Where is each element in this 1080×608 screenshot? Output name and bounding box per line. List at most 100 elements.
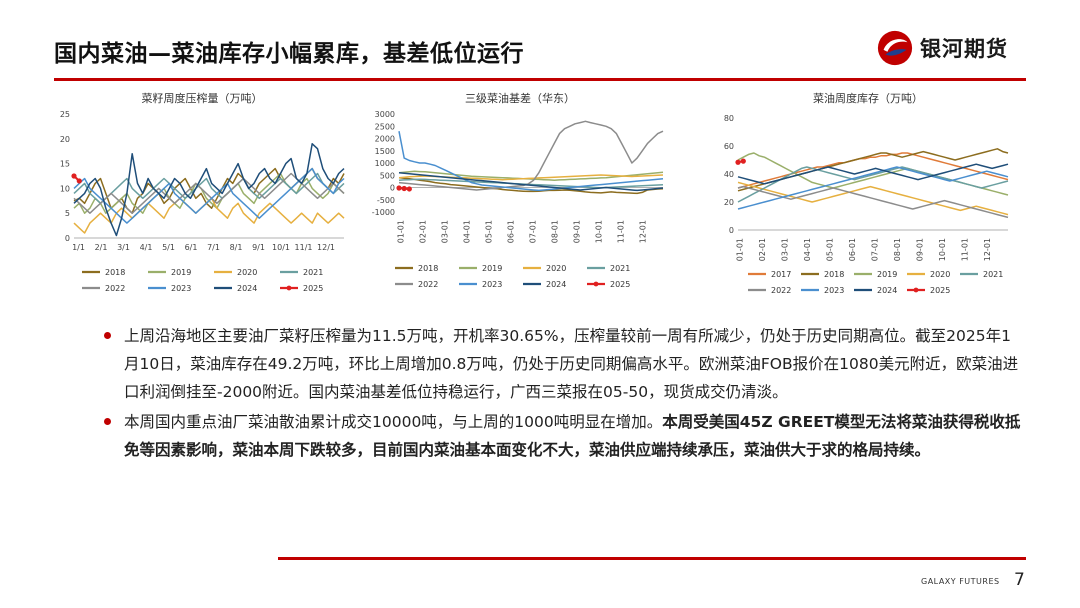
bullet-text: 上周沿海地区主要油厂菜籽压榨量为11.5万吨，开机率30.65%，压榨量较前一周… [124,327,1019,401]
legend-label-2023: 2023 [171,284,191,293]
legend-label-2021: 2021 [303,268,323,277]
series-line-2021 [73,172,345,205]
x-tick-label: 9/1 [252,243,265,252]
y-tick-label: 5 [65,209,70,218]
legend-label-2018: 2018 [105,268,125,277]
series-point-2025 [406,186,412,192]
legend-marker-2025 [286,285,292,291]
chart-title: 菜籽周度压榨量（万吨） [142,91,263,105]
y-tick-label: 2000 [375,135,395,144]
x-tick-label: 11-01 [961,238,970,261]
y-tick-label: 1000 [375,159,395,168]
x-tick-label: 08-01 [893,238,902,261]
x-tick-label: 01-01 [396,220,405,243]
x-tick-label: 04-01 [803,238,812,261]
legend-label-2019: 2019 [171,268,191,277]
legend-label-2021: 2021 [983,270,1003,279]
x-tick-label: 07-01 [528,220,537,243]
legend-label-2022: 2022 [418,280,438,289]
legend-label-2022: 2022 [771,286,791,295]
x-tick-label: 3/1 [117,243,130,252]
page-number: 7 [1014,570,1025,590]
series-line-2020 [737,181,1009,216]
series-point-2025 [396,185,402,191]
company-logo: 银河期货 [876,28,1026,68]
y-tick-label: 40 [724,170,734,179]
x-tick-label: 03-01 [781,238,790,261]
x-tick-label: 1/1 [72,243,85,252]
y-tick-label: 500 [380,171,395,180]
legend-label-2019: 2019 [482,264,502,273]
x-tick-label: 07-01 [871,238,880,261]
series-point-2025 [76,178,82,184]
galaxy-logo-icon [877,30,913,66]
x-tick-label: 12-01 [983,238,992,261]
x-tick-label: 09-01 [572,220,581,243]
logo-text: 银河期货 [920,37,1008,61]
chart-basis: 三级菜油基差（华东） -1000 -500 0 500 1000 1500 2000 2500 3… [365,88,675,303]
legend-label-2017: 2017 [771,270,791,279]
legend-label-2024: 2024 [546,280,566,289]
page-title: 国内菜油—菜油库存小幅累库，基差低位运行 [54,41,524,67]
bullet-dot-icon [104,332,111,339]
x-tick-label: 12-01 [638,220,647,243]
legend-label-2024: 2024 [237,284,257,293]
legend-label-2020: 2020 [546,264,566,273]
footer-brand: GALAXY FUTURES [921,577,1000,586]
series-line-2023 [737,166,1009,210]
legend-label-2019: 2019 [877,270,897,279]
legend-label-2022: 2022 [105,284,125,293]
series-line-2022 [398,120,664,191]
legend-label-2018: 2018 [418,264,438,273]
legend-label-2023: 2023 [482,280,502,289]
x-tick-label: 6/1 [185,243,198,252]
x-tick-label: 08-01 [550,220,559,243]
chart-inventory-svg: 菜油周度库存（万吨） 0 20 40 60 80 01-01 02-01 03-01 04-01 0… [724,91,1009,295]
series-line-2024 [737,163,1009,185]
legend-label-2025: 2025 [930,286,950,295]
legend-marker-2025 [913,287,919,293]
x-tick-label: 11-01 [616,220,625,243]
legend-label-2020: 2020 [930,270,950,279]
chart-inventory: 菜油周度库存（万吨） 0 20 40 60 80 01-01 02-01 03-01 04-01 0… [718,88,1018,303]
bullet-bold-text: 本周受美国45Z GREET模型无法将菜油获得税收抵免等因素影响，菜油本周下跌较… [124,413,1021,459]
x-tick-label: 02-01 [418,220,427,243]
y-tick-label: 25 [60,110,70,119]
series-point-2025 [401,185,407,192]
x-tick-label: 06-01 [506,220,515,243]
series-point-2025 [71,173,77,179]
legend-label-2025: 2025 [303,284,323,293]
header-divider [54,78,1026,81]
series-line-2017 [737,152,1009,189]
x-tick-label: 10/1 [272,243,290,252]
legend-marker-2025 [593,281,599,287]
series-line-2024 [398,172,664,192]
x-tick-label: 09-01 [916,238,925,261]
x-tick-label: 02-01 [758,238,767,261]
series-line-2022 [737,185,1009,219]
footer-divider [278,557,1026,560]
legend-label-2025: 2025 [610,280,630,289]
y-tick-label: 80 [724,114,734,123]
bullet-text: 本周国内重点油厂菜油散油累计成交10000吨，与上周的1000吨明显在增加。 [124,413,663,431]
x-tick-label: 06-01 [848,238,857,261]
bullet-item: 上周沿海地区主要油厂菜籽压榨量为11.5万吨，开机率30.65%，压榨量较前一周… [104,322,1024,406]
y-tick-label: 2500 [375,122,395,131]
series-line-2023 [398,131,664,192]
y-tick-label: 10 [60,184,70,193]
series-line-2020 [398,174,664,181]
x-tick-label: 5/1 [162,243,175,252]
x-tick-label: 01-01 [736,238,745,261]
x-tick-label: 11/1 [295,243,313,252]
series-point-2025 [740,158,746,164]
chart-title: 三级菜油基差（华东） [465,91,575,105]
y-tick-label: 0 [65,234,70,243]
series-line-2021 [398,178,664,189]
y-tick-label: 0 [729,226,734,235]
legend-label-2020: 2020 [237,268,257,277]
x-tick-label: 12/1 [317,243,335,252]
x-tick-label: 4/1 [140,243,153,252]
x-tick-label: 10-01 [594,220,603,243]
x-tick-label: 8/1 [230,243,243,252]
